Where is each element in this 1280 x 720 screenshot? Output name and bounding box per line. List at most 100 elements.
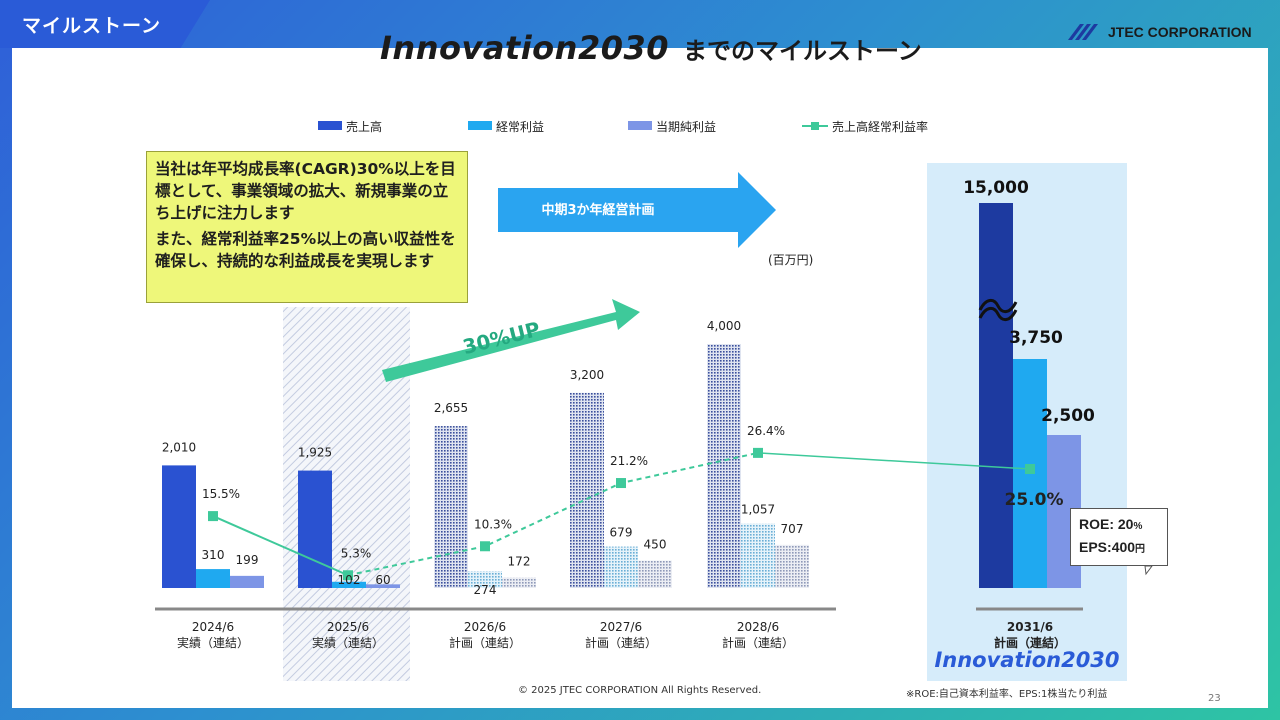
title-main: Innovation2030 (380, 29, 669, 67)
ratio-marker-4 (753, 447, 763, 458)
legend-swatch-2 (628, 121, 652, 130)
bar-2024/6-0 (162, 465, 196, 588)
category-label-4: 2028/6 (737, 620, 779, 634)
slide-title: Innovation2030 までのマイルストーン (380, 26, 922, 70)
legend-label-2: 当期純利益 (656, 120, 716, 134)
category-note-0: 実績（連結） (177, 635, 249, 650)
category-label-0: 2024/6 (192, 620, 234, 634)
bar-2028/6-0 (707, 344, 741, 588)
net-label-1: 60 (375, 573, 390, 587)
bar-2025/6-0 (298, 470, 332, 588)
bar-2031-label-0: 15,000 (963, 178, 1029, 198)
category-note-3: 計画（連結） (585, 635, 657, 650)
bar-2027/6-0 (570, 392, 604, 588)
ratio-label-3: 21.2% (610, 454, 648, 468)
legend-label-1: 経常利益 (496, 120, 544, 134)
company-name: JTEC CORPORATION (1108, 24, 1252, 40)
strategy-callout: 当社は年平均成長率(CAGR)30%以上を目標として、事業領域の拡大、新規事業の… (146, 151, 468, 303)
footnote: ※ROE:自己資本利益率、EPS:1株当たり利益 (906, 689, 1108, 700)
legend-swatch-0 (318, 121, 342, 130)
eps-label: EPS: (1079, 539, 1112, 555)
ratio-marker-1 (343, 570, 353, 581)
sales-label-4: 4,000 (707, 319, 741, 333)
plan-arrow (498, 172, 776, 248)
copyright: © 2025 JTEC CORPORATION All Rights Reser… (518, 685, 762, 696)
bar-2024/6-2 (230, 575, 264, 588)
roe-label: ROE: (1079, 516, 1114, 532)
category-label-2: 2026/6 (464, 620, 506, 634)
bar-2031-label-1: 3,750 (1009, 328, 1063, 348)
ordinary-label-2: 274 (474, 583, 497, 597)
innovation2030-logo: Innovation2030 (934, 648, 1120, 672)
legend-marker (811, 122, 819, 130)
net-label-2: 172 (508, 555, 531, 569)
growth-label: 30%UP (460, 317, 542, 359)
section-tag: マイルストーン (0, 0, 210, 48)
roe-eps-box: ROE: 20% EPS:400円 (1070, 508, 1168, 566)
unit-label: (百万円) (768, 253, 814, 267)
legend-label-3: 売上高経常利益率 (832, 119, 928, 134)
sales-label-2: 2,655 (434, 401, 468, 415)
category-note-1: 実績（連結） (312, 635, 384, 650)
legend-swatch-1 (468, 121, 492, 130)
ratio-marker-3 (616, 478, 626, 489)
callout-line-1: 当社は年平均成長率(CAGR)30%以上を目標として、事業領域の拡大、新規事業の… (155, 160, 456, 222)
ratio-marker-0 (208, 511, 218, 522)
axis-break-icon (978, 299, 1018, 321)
section-tag-label: マイルストーン (22, 14, 162, 37)
bar-2026/6-2 (502, 577, 536, 588)
ratio-line-actual (212, 515, 349, 577)
ratio-line-plan (347, 451, 759, 577)
category-note-5: 計画（連結） (994, 635, 1066, 650)
ratio-marker-2 (480, 541, 490, 552)
title-sub: までのマイルストーン (683, 36, 922, 65)
net-label-0: 199 (236, 553, 259, 567)
category-label-1: 2025/6 (327, 620, 369, 634)
legend-label-0: 売上高 (346, 119, 382, 134)
bar-2026/6-0 (434, 426, 468, 588)
company-logo: JTEC CORPORATION (1066, 24, 1252, 40)
category-note-4: 計画（連結） (722, 635, 794, 650)
ordinary-label-1: 102 (338, 573, 361, 587)
ratio-line-2031 (757, 452, 1031, 470)
bar-2028/6-2 (775, 544, 809, 588)
category-label-3: 2027/6 (600, 620, 642, 634)
ordinary-label-4: 1,057 (741, 503, 775, 517)
category-note-2: 計画（連結） (449, 635, 521, 650)
ratio-label-1: 5.3% (341, 546, 372, 560)
plan-arrow-label: 中期3か年経営計画 (541, 203, 655, 218)
company-logo-icon (1068, 24, 1098, 40)
eps-unit: 円 (1135, 544, 1146, 555)
sales-label-3: 3,200 (570, 368, 604, 382)
ratio-label-2: 10.3% (474, 517, 512, 531)
bar-2031-label-2: 2,500 (1041, 406, 1095, 426)
ratio-marker-5 (1025, 464, 1035, 474)
growth-arrow (382, 299, 640, 382)
net-label-4: 707 (781, 522, 804, 536)
callout-line-2: また、経常利益率25%以上の高い収益性を確保し、持続的な利益成長を実現します (155, 230, 456, 270)
bar-2024/6-1 (196, 569, 230, 588)
roe-pointer (1144, 565, 1153, 576)
ratio-label-5: 25.0% (1005, 490, 1064, 510)
bar-2027/6-1 (604, 546, 638, 588)
bar-2028/6-1 (741, 523, 775, 588)
bar-2027/6-2 (638, 560, 672, 588)
ratio-label-4: 26.4% (747, 424, 785, 438)
bar-2026/6-1 (468, 571, 502, 588)
ordinary-label-3: 679 (610, 526, 633, 540)
roe-unit: % (1133, 521, 1143, 532)
roe-line: ROE: 20% (1079, 514, 1167, 537)
ordinary-label-0: 310 (202, 548, 225, 562)
bar-2025/6-1 (332, 581, 366, 588)
page-number: 23 (1208, 693, 1221, 704)
roe-value: 20 (1117, 516, 1134, 532)
sales-label-0: 2,010 (162, 440, 196, 454)
bar-2025/6-2 (366, 584, 400, 588)
eps-line: EPS:400円 (1079, 537, 1167, 560)
category-label-5: 2031/6 (1007, 620, 1053, 634)
net-label-3: 450 (644, 538, 667, 552)
eps-value: 400 (1111, 539, 1136, 555)
bar-2031-0 (979, 203, 1013, 588)
sales-label-1: 1,925 (298, 446, 332, 460)
